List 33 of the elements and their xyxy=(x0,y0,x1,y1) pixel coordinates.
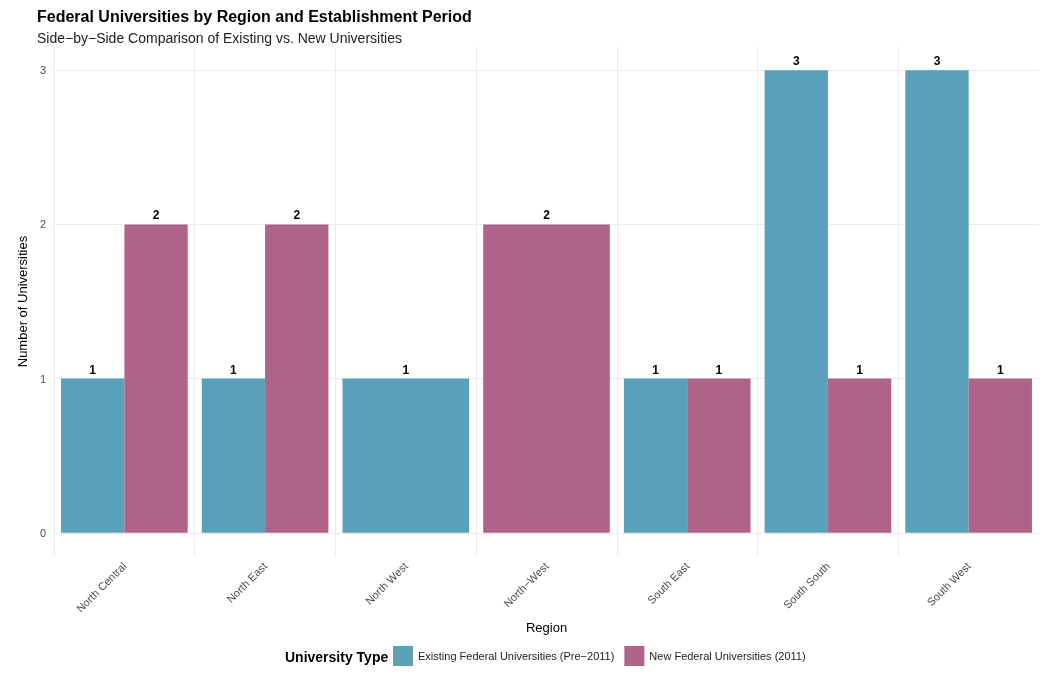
data-label: 3 xyxy=(792,54,800,69)
data-label: 2 xyxy=(293,208,301,223)
data-label: 1 xyxy=(715,362,723,377)
data-label: 1 xyxy=(996,362,1004,377)
data-label: 1 xyxy=(652,362,660,377)
bar xyxy=(968,378,1032,533)
x-axis-title: Region xyxy=(525,620,568,636)
y-tick-label: 3 xyxy=(39,64,47,77)
data-label: 1 xyxy=(230,362,238,377)
chart-title: Federal Universities by Region and Establishment Period xyxy=(37,7,472,25)
bar xyxy=(124,224,188,533)
y-tick-label: 0 xyxy=(39,526,47,539)
y-axis-title: Number of Universities xyxy=(15,235,30,368)
data-label: 1 xyxy=(856,362,864,377)
bar xyxy=(265,224,329,533)
data-label: 3 xyxy=(933,54,941,69)
data-label: 1 xyxy=(89,362,97,377)
legend-title: University Type xyxy=(285,649,389,665)
data-label: 2 xyxy=(152,208,160,223)
bar xyxy=(827,378,892,533)
legend-label: New Federal Universities (2011) xyxy=(649,650,806,662)
bar xyxy=(764,70,828,533)
bar xyxy=(623,378,688,533)
data-label: 2 xyxy=(543,208,551,223)
legend-label: Existing Federal Universities (Pre−2011) xyxy=(418,650,615,662)
bar xyxy=(61,378,125,533)
y-tick-label: 1 xyxy=(39,372,47,385)
bar xyxy=(905,70,969,533)
bar xyxy=(201,378,266,533)
y-tick-label: 2 xyxy=(39,218,47,231)
bar xyxy=(687,378,751,533)
data-label: 1 xyxy=(402,362,410,377)
chart-subtitle: Side−by−Side Comparison of Existing vs. New Universities xyxy=(37,30,402,46)
